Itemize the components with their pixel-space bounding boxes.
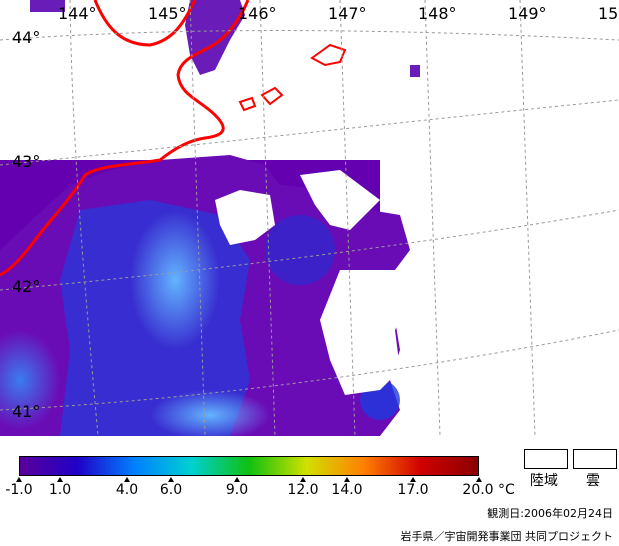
- colorbar-tick: [300, 477, 306, 482]
- longitude-label: 145°: [148, 4, 187, 23]
- cool-water-south: [150, 390, 270, 436]
- sea-patch: [410, 65, 420, 77]
- coastline: [260, 86, 284, 106]
- land-legend-label: 陸域: [530, 473, 558, 489]
- colorbar-tick-label: 12.0: [287, 482, 319, 498]
- mid-water-east: [265, 215, 335, 285]
- cloud-patch: [320, 270, 410, 395]
- land-legend-box: [524, 449, 568, 469]
- cloud-patch: [300, 170, 380, 230]
- colorbar-tick: [16, 477, 22, 482]
- latitude-label: 44°: [12, 28, 41, 47]
- sea-patch: [30, 0, 65, 12]
- coastline: [93, 0, 197, 47]
- colorbar-tick-label: 1.0: [48, 482, 72, 498]
- land-area: [185, 0, 245, 75]
- cloud-patch: [215, 190, 275, 245]
- coastline: [0, 0, 250, 277]
- colorbar-tick: [124, 477, 130, 482]
- latitude-label: 42°: [12, 277, 41, 296]
- colorbar-tick: [168, 477, 174, 482]
- latitude-label: 43°: [12, 152, 41, 171]
- graticule: [0, 0, 619, 436]
- sea-surface-temperature-map: [0, 0, 619, 436]
- coastline: [310, 43, 347, 67]
- longitude-label: 148°: [418, 4, 457, 23]
- colorbar-tick-label: 4.0: [115, 482, 139, 498]
- latitude-label: 41°: [12, 402, 41, 421]
- longitude-label: 146°: [238, 4, 277, 23]
- longitude-label: 15: [598, 4, 619, 23]
- cloud-legend-label: 雲: [586, 473, 600, 489]
- coastline: [238, 96, 257, 112]
- credit-line: 岩手県／宇宙開発事業団 共同プロジェクト: [400, 530, 614, 543]
- cool-water-west: [0, 330, 60, 430]
- longitude-label: 149°: [508, 4, 547, 23]
- colorbar-tick-label: -1.0: [5, 482, 33, 498]
- colorbar-tick-label: 14.0: [331, 482, 363, 498]
- cool-water-tongue: [130, 210, 220, 350]
- temperature-colorbar: [19, 456, 479, 476]
- colorbar-tick-label: 6.0: [159, 482, 183, 498]
- colorbar-tick: [344, 477, 350, 482]
- colorbar-tick-label: 17.0: [397, 482, 429, 498]
- colorbar-tick: [410, 477, 416, 482]
- colorbar-tick: [57, 477, 63, 482]
- cloud-legend-box: [573, 449, 617, 469]
- colorbar-tick: [476, 477, 482, 482]
- colorbar-tick-label: 20.0: [462, 482, 494, 498]
- longitude-label: 144°: [58, 4, 97, 23]
- colorbar-tick: [234, 477, 240, 482]
- observation-date: 観測日:2006年02月24日: [487, 507, 613, 520]
- longitude-label: 147°: [328, 4, 367, 23]
- colorbar-tick-label: 9.0: [225, 482, 249, 498]
- colorbar-unit: °C: [498, 482, 515, 498]
